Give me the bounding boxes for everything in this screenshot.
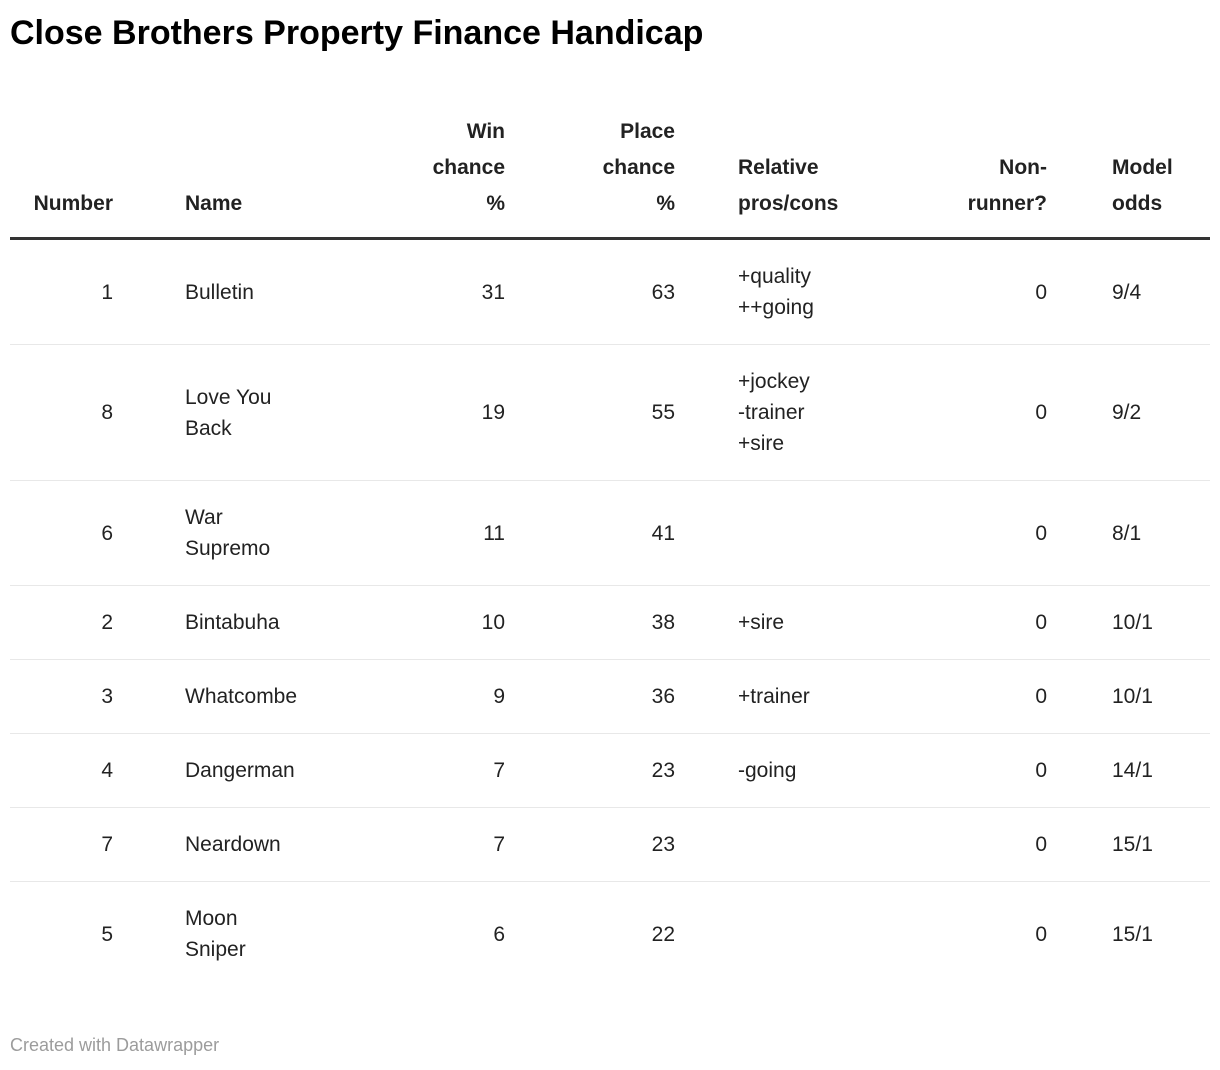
- table-row: 8 Love You Back 19 55 +jockey -trainer +…: [10, 344, 1210, 481]
- header-row: Number Name Win chance % Place chance % …: [10, 114, 1210, 239]
- cell-pros-cons: [675, 882, 858, 987]
- cell-name: Neardown: [185, 833, 281, 856]
- cell-non-runner: 0: [1035, 685, 1047, 708]
- cell-pros-cons: +quality ++going: [738, 265, 814, 319]
- cell-name: War Supremo: [185, 506, 271, 560]
- cell-place-chance: 23: [651, 833, 675, 856]
- cell-win-chance: 31: [481, 280, 505, 304]
- cell-model-odds: 14/1: [1112, 759, 1153, 782]
- cell-non-runner: 0: [1035, 922, 1047, 946]
- column-header-pros-cons: Relative pros/cons: [738, 156, 839, 215]
- table-row: 5 Moon Sniper 6 22 0 15/1: [10, 881, 1210, 987]
- cell-win-chance: 19: [481, 401, 505, 424]
- cell-name: Bintabuha: [185, 611, 280, 634]
- cell-number: 2: [101, 611, 113, 634]
- cell-place-chance: 41: [651, 521, 675, 545]
- column-header-win-chance: Win chance %: [432, 120, 505, 215]
- data-table: Number Name Win chance % Place chance % …: [10, 114, 1210, 986]
- cell-number: 6: [101, 521, 113, 545]
- cell-pros-cons: [675, 481, 858, 586]
- cell-number: 1: [101, 280, 113, 304]
- cell-place-chance: 63: [651, 280, 675, 304]
- cell-win-chance: 10: [481, 611, 505, 634]
- cell-pros-cons: +trainer: [738, 685, 810, 708]
- cell-win-chance: 11: [483, 521, 505, 545]
- cell-name: Dangerman: [185, 759, 295, 782]
- cell-win-chance: 7: [493, 833, 505, 856]
- datawrapper-credit: Created with Datawrapper: [10, 1035, 220, 1055]
- cell-name: Whatcombe: [185, 685, 298, 708]
- table-row: 3 Whatcombe 9 36 +trainer 0 10/1: [10, 659, 1210, 734]
- cell-number: 4: [101, 759, 113, 782]
- cell-number: 3: [101, 685, 113, 708]
- cell-model-odds: 10/1: [1112, 611, 1153, 634]
- cell-place-chance: 22: [651, 922, 675, 946]
- cell-number: 8: [101, 401, 113, 424]
- cell-pros-cons: -going: [738, 759, 797, 782]
- column-header-model-odds: Model odds: [1112, 156, 1173, 215]
- column-header-non-runner: Non- runner?: [967, 156, 1047, 215]
- cell-place-chance: 36: [651, 685, 675, 708]
- cell-name: Bulletin: [185, 280, 254, 304]
- table-row: 2 Bintabuha 10 38 +sire 0 10/1: [10, 585, 1210, 660]
- cell-model-odds: 8/1: [1112, 521, 1142, 545]
- cell-place-chance: 55: [651, 401, 675, 424]
- cell-model-odds: 9/2: [1112, 401, 1142, 424]
- cell-non-runner: 0: [1035, 759, 1047, 782]
- cell-non-runner: 0: [1035, 401, 1047, 424]
- cell-pros-cons: +sire: [738, 611, 785, 634]
- column-header-number: Number: [33, 192, 113, 215]
- cell-name: Moon Sniper: [185, 907, 246, 961]
- column-header-name: Name: [185, 192, 243, 215]
- cell-model-odds: 10/1: [1112, 685, 1153, 708]
- cell-non-runner: 0: [1035, 833, 1047, 856]
- cell-non-runner: 0: [1035, 611, 1047, 634]
- cell-number: 5: [101, 922, 113, 946]
- chart-title: Close Brothers Property Finance Handicap: [10, 14, 704, 52]
- cell-model-odds: 15/1: [1112, 833, 1153, 856]
- cell-win-chance: 6: [493, 922, 505, 946]
- cell-model-odds: 15/1: [1112, 922, 1153, 946]
- cell-model-odds: 9/4: [1112, 280, 1142, 304]
- table-row: 6 War Supremo 11 41 0 8/1: [10, 480, 1210, 586]
- cell-pros-cons: +jockey -trainer +sire: [738, 370, 810, 455]
- column-header-place-chance: Place chance %: [602, 120, 675, 215]
- cell-name: Love You Back: [185, 385, 272, 440]
- cell-non-runner: 0: [1035, 280, 1047, 304]
- cell-place-chance: 38: [651, 611, 675, 634]
- table-row: 1 Bulletin 31 63 +quality ++going 0 9/4: [10, 239, 1210, 345]
- cell-win-chance: 9: [493, 685, 505, 708]
- cell-win-chance: 7: [493, 759, 505, 782]
- table-row: 7 Neardown 7 23 0 15/1: [10, 807, 1210, 882]
- cell-pros-cons: [675, 808, 858, 882]
- table-row: 4 Dangerman 7 23 -going 0 14/1: [10, 733, 1210, 808]
- cell-number: 7: [101, 833, 113, 856]
- cell-non-runner: 0: [1035, 521, 1047, 545]
- datawrapper-table-page: Close Brothers Property Finance Handicap…: [0, 13, 1220, 1070]
- cell-place-chance: 23: [651, 759, 675, 782]
